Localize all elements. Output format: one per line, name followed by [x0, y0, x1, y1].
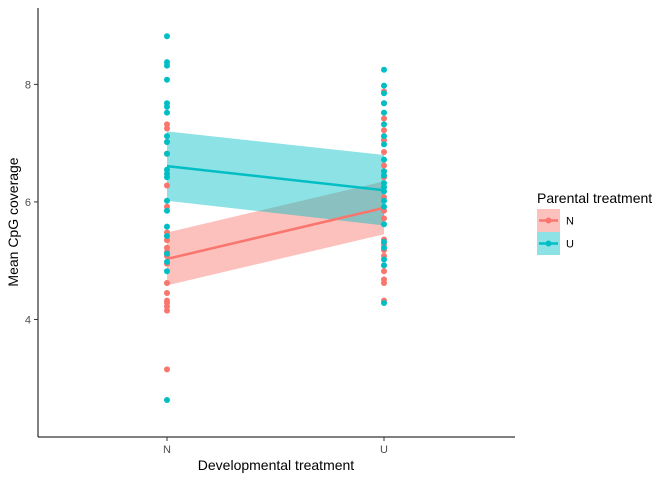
legend-key-dot-N	[545, 217, 552, 224]
point-U-4	[164, 233, 170, 240]
point-U-36	[381, 133, 387, 140]
legend-label-U: U	[566, 239, 574, 251]
confidence-bands	[167, 131, 384, 286]
point-N-0	[164, 366, 170, 373]
point-U-40	[381, 90, 387, 97]
point-U-31	[381, 180, 387, 187]
x-axis-title: Developmental treatment	[198, 457, 355, 473]
point-U-3	[164, 250, 170, 257]
point-U-32	[381, 172, 387, 179]
point-N-29	[381, 215, 387, 222]
point-U-24	[381, 244, 387, 251]
axes: 4 6 8 N U	[25, 8, 515, 456]
fit-line-U	[166, 164, 385, 192]
point-N-23	[381, 268, 387, 275]
point-N-10	[164, 244, 170, 251]
y-tick-label-8: 8	[25, 79, 31, 91]
y-axis-title: Mean CpG coverage	[5, 157, 21, 286]
point-U-30	[381, 184, 387, 191]
y-tick-label-6: 6	[25, 197, 31, 209]
point-U-25	[381, 238, 387, 245]
point-N-36	[381, 137, 387, 144]
point-U-5	[164, 223, 170, 230]
point-U-20	[164, 33, 170, 40]
point-U-41	[381, 82, 387, 89]
point-U-16	[164, 100, 170, 107]
point-U-11	[164, 150, 170, 157]
point-U-6	[164, 207, 170, 214]
x-tick-label-U: U	[380, 444, 388, 456]
point-U-0	[164, 396, 170, 403]
point-U-35	[381, 141, 387, 148]
legend-title: Parental treatment	[537, 190, 652, 206]
point-N-38	[381, 115, 387, 122]
point-U-29	[381, 188, 387, 195]
point-U-19	[164, 59, 170, 66]
point-N-5	[164, 290, 170, 297]
point-U-12	[164, 138, 170, 145]
point-U-39	[381, 100, 387, 107]
point-U-22	[381, 262, 387, 269]
point-N-19	[164, 121, 170, 128]
legend-label-N: N	[566, 216, 574, 228]
legend-key-dot-U	[545, 240, 552, 247]
point-U-23	[381, 256, 387, 263]
point-U-42	[381, 66, 387, 73]
point-N-6	[164, 280, 170, 287]
point-U-1	[164, 268, 170, 275]
y-tick-label-4: 4	[25, 314, 31, 326]
point-U-34	[381, 156, 387, 163]
point-U-26	[381, 221, 387, 228]
point-U-10	[164, 166, 170, 173]
legend: Parental treatment NU	[537, 190, 652, 255]
point-N-30	[381, 207, 387, 214]
point-N-18	[164, 125, 170, 132]
point-U-9	[164, 170, 170, 177]
x-tick-label-N: N	[163, 444, 171, 456]
fit-line-N	[166, 206, 385, 261]
point-U-38	[381, 109, 387, 116]
point-U-14	[164, 109, 170, 116]
point-N-15	[164, 182, 170, 189]
point-N-14	[164, 203, 170, 210]
fit-lines	[166, 164, 385, 261]
point-N-1	[164, 307, 170, 314]
point-N-35	[381, 148, 387, 155]
point-N-34	[381, 162, 387, 169]
point-U-37	[381, 121, 387, 128]
point-U-2	[164, 258, 170, 265]
data-points	[164, 33, 387, 403]
point-N-22	[381, 276, 387, 283]
point-U-27	[381, 203, 387, 210]
point-U-7	[164, 197, 170, 204]
point-U-28	[381, 197, 387, 204]
point-N-11	[164, 237, 170, 244]
point-U-21	[381, 300, 387, 307]
point-N-37	[381, 127, 387, 134]
point-U-13	[164, 133, 170, 140]
point-U-17	[164, 76, 170, 83]
point-U-33	[381, 168, 387, 175]
point-N-4	[164, 297, 170, 304]
